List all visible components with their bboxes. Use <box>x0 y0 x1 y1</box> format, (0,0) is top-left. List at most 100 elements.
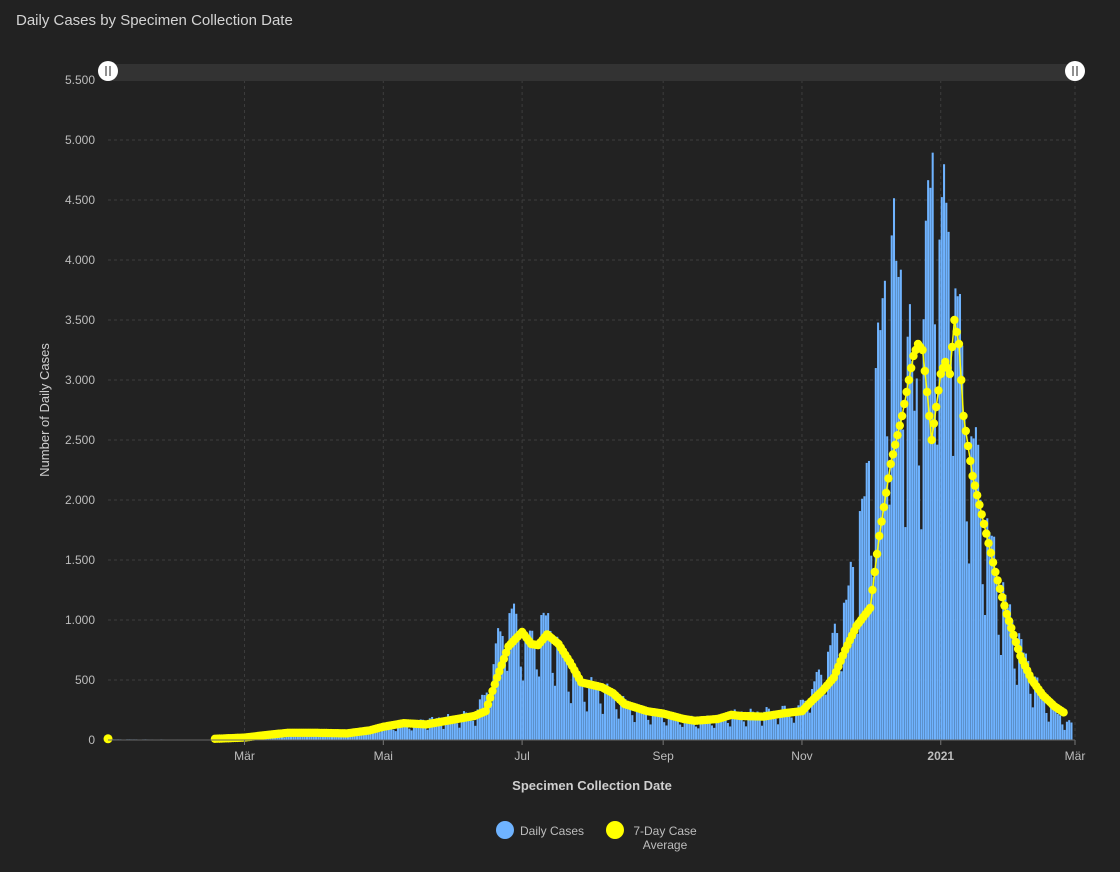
daily-cases-bar <box>567 691 570 740</box>
daily-cases-bar <box>601 713 604 740</box>
seven-day-average-point <box>927 435 936 445</box>
daily-cases-bar <box>1031 707 1034 740</box>
daily-cases-bar <box>406 722 409 740</box>
daily-cases-bar <box>1068 720 1071 740</box>
daily-cases-bar <box>453 715 456 740</box>
daily-cases-bar <box>660 715 663 740</box>
daily-cases-bar <box>895 260 898 740</box>
daily-cases-bar <box>408 728 411 740</box>
daily-cases-bar <box>585 711 588 740</box>
seven-day-average-point <box>970 481 980 490</box>
daily-cases-bar <box>852 566 855 740</box>
daily-cases-bar <box>815 671 818 740</box>
daily-cases-bar <box>836 633 839 740</box>
daily-cases-bar <box>756 711 759 740</box>
daily-cases-bar <box>547 613 550 740</box>
seven-day-average-point <box>954 339 964 349</box>
daily-cases-bar <box>733 709 736 740</box>
daily-cases-bar <box>510 608 513 740</box>
daily-cases-bar <box>947 231 950 740</box>
seven-day-average-point <box>870 567 879 577</box>
daily-cases-bar <box>902 429 905 740</box>
daily-cases-bar <box>849 561 852 740</box>
y-tick-label: 4.000 <box>65 253 95 267</box>
daily-cases-bar <box>697 728 700 740</box>
daily-cases-bar <box>983 615 987 740</box>
seven-day-average-point <box>483 700 493 709</box>
daily-cases-bar <box>968 563 971 740</box>
daily-cases-bar <box>770 711 773 740</box>
x-tick-label: Jul <box>514 749 529 763</box>
daily-cases-bar <box>758 720 761 740</box>
daily-cases-bar <box>1013 668 1016 740</box>
y-tick-label: 5.500 <box>65 73 95 87</box>
daily-cases-bar <box>435 718 438 740</box>
daily-cases-bar <box>267 738 270 740</box>
daily-cases-bar <box>829 645 832 740</box>
daily-cases-bar <box>799 699 802 740</box>
daily-cases-bar <box>713 727 716 740</box>
daily-cases-bar <box>749 708 752 740</box>
daily-cases-bar <box>890 235 893 740</box>
daily-cases-bar <box>387 722 390 740</box>
range-handle-left[interactable] <box>98 61 118 81</box>
daily-cases-bar <box>492 664 495 740</box>
daily-cases-bar <box>899 269 902 740</box>
legend-swatch-daily-cases <box>496 821 514 839</box>
daily-cases-bar <box>633 722 636 740</box>
daily-cases-bar <box>918 465 921 740</box>
daily-cases-bar <box>867 460 870 740</box>
daily-cases-bar <box>722 713 725 740</box>
seven-day-average-point <box>900 399 909 409</box>
daily-cases-bar <box>526 635 529 740</box>
daily-cases-bar <box>460 715 463 740</box>
daily-cases-bar <box>922 319 925 740</box>
daily-cases-bar <box>720 715 723 740</box>
daily-cases-bar <box>610 694 613 740</box>
daily-cases-bar <box>444 716 447 740</box>
daily-cases-bar <box>563 649 566 740</box>
y-tick-label: 2.500 <box>65 433 95 447</box>
legend-item-daily-cases[interactable]: Daily Cases <box>496 820 584 839</box>
daily-cases-bar <box>442 728 445 740</box>
daily-cases-bar <box>886 436 889 740</box>
daily-cases-bar <box>692 719 695 740</box>
daily-cases-bar <box>481 694 484 740</box>
daily-cases-bar <box>451 716 454 740</box>
legend-item-7-day-average[interactable]: 7-Day Case Average <box>606 820 700 852</box>
daily-cases-bar <box>551 672 554 740</box>
range-scrollbar-track[interactable] <box>108 64 1075 81</box>
daily-cases-bar <box>981 584 984 740</box>
daily-cases-bar <box>831 632 834 740</box>
daily-cases-bar <box>626 704 629 740</box>
daily-cases-bar <box>790 717 793 740</box>
daily-cases-bar <box>801 699 805 740</box>
daily-cases-bar <box>690 715 693 740</box>
daily-cases-bar <box>594 685 597 740</box>
daily-cases-bar <box>1063 729 1066 740</box>
daily-cases-bar <box>913 410 916 740</box>
daily-cases-bar <box>385 723 388 740</box>
daily-cases-bar <box>933 324 936 740</box>
daily-cases-bar <box>745 726 748 740</box>
legend-label-daily-cases: Daily Cases <box>520 824 585 838</box>
seven-day-average-point <box>934 386 943 395</box>
seven-day-average-point <box>1013 644 1023 654</box>
daily-cases-bar <box>781 705 784 740</box>
daily-cases-bar <box>897 276 900 740</box>
seven-day-average-point <box>984 539 993 548</box>
daily-cases-bar <box>629 705 632 740</box>
daily-cases-bar <box>1052 704 1055 740</box>
daily-cases-bar <box>838 664 841 740</box>
y-tick-label: 1.000 <box>65 613 95 627</box>
daily-cases-bar <box>428 718 431 740</box>
daily-cases-bar <box>822 690 825 740</box>
range-handle-right[interactable] <box>1065 61 1085 81</box>
daily-cases-bar <box>742 721 745 740</box>
daily-cases-bar <box>1036 677 1039 740</box>
x-tick-label: Sep <box>652 749 674 763</box>
daily-cases-bar <box>283 737 286 740</box>
daily-cases-bar <box>824 694 827 740</box>
daily-cases-bar <box>1020 639 1023 740</box>
daily-cases-bar <box>1043 696 1046 740</box>
